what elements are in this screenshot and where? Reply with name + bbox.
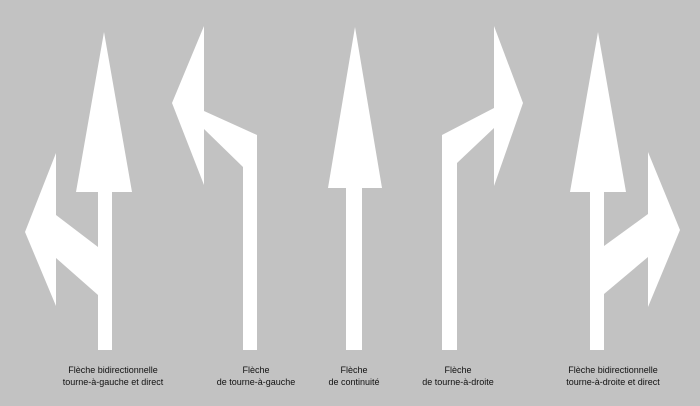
caption-line: de tourne-à-gauche	[216, 377, 296, 387]
caption-line: Flèche	[444, 365, 472, 375]
caption-bidirectional-left: Flèche bidirectionnelle tourne-à-gauche …	[33, 364, 193, 388]
caption-line: de tourne-à-droite	[422, 377, 494, 387]
caption-line: tourne-à-droite et direct	[566, 377, 660, 387]
bidirectional-right-straight-arrow-icon	[570, 32, 680, 350]
straight-arrow-icon	[328, 27, 382, 350]
caption-line: tourne-à-gauche et direct	[62, 377, 164, 387]
caption-line: de continuité	[328, 377, 380, 387]
caption-line: Flèche bidirectionnelle	[568, 365, 658, 375]
turn-right-arrow-icon	[442, 26, 523, 350]
bidirectional-left-straight-arrow-icon	[25, 32, 132, 350]
caption-line: Flèche	[242, 365, 270, 375]
caption-turn-left: Flèche de tourne-à-gauche	[176, 364, 336, 388]
turn-left-arrow-icon	[172, 26, 257, 350]
caption-turn-right: Flèche de tourne-à-droite	[378, 364, 538, 388]
caption-line: Flèche	[340, 365, 368, 375]
caption-line: Flèche bidirectionnelle	[68, 365, 158, 375]
caption-bidirectional-right: Flèche bidirectionnelle tourne-à-droite …	[533, 364, 693, 388]
caption-straight: Flèche de continuité	[274, 364, 434, 388]
